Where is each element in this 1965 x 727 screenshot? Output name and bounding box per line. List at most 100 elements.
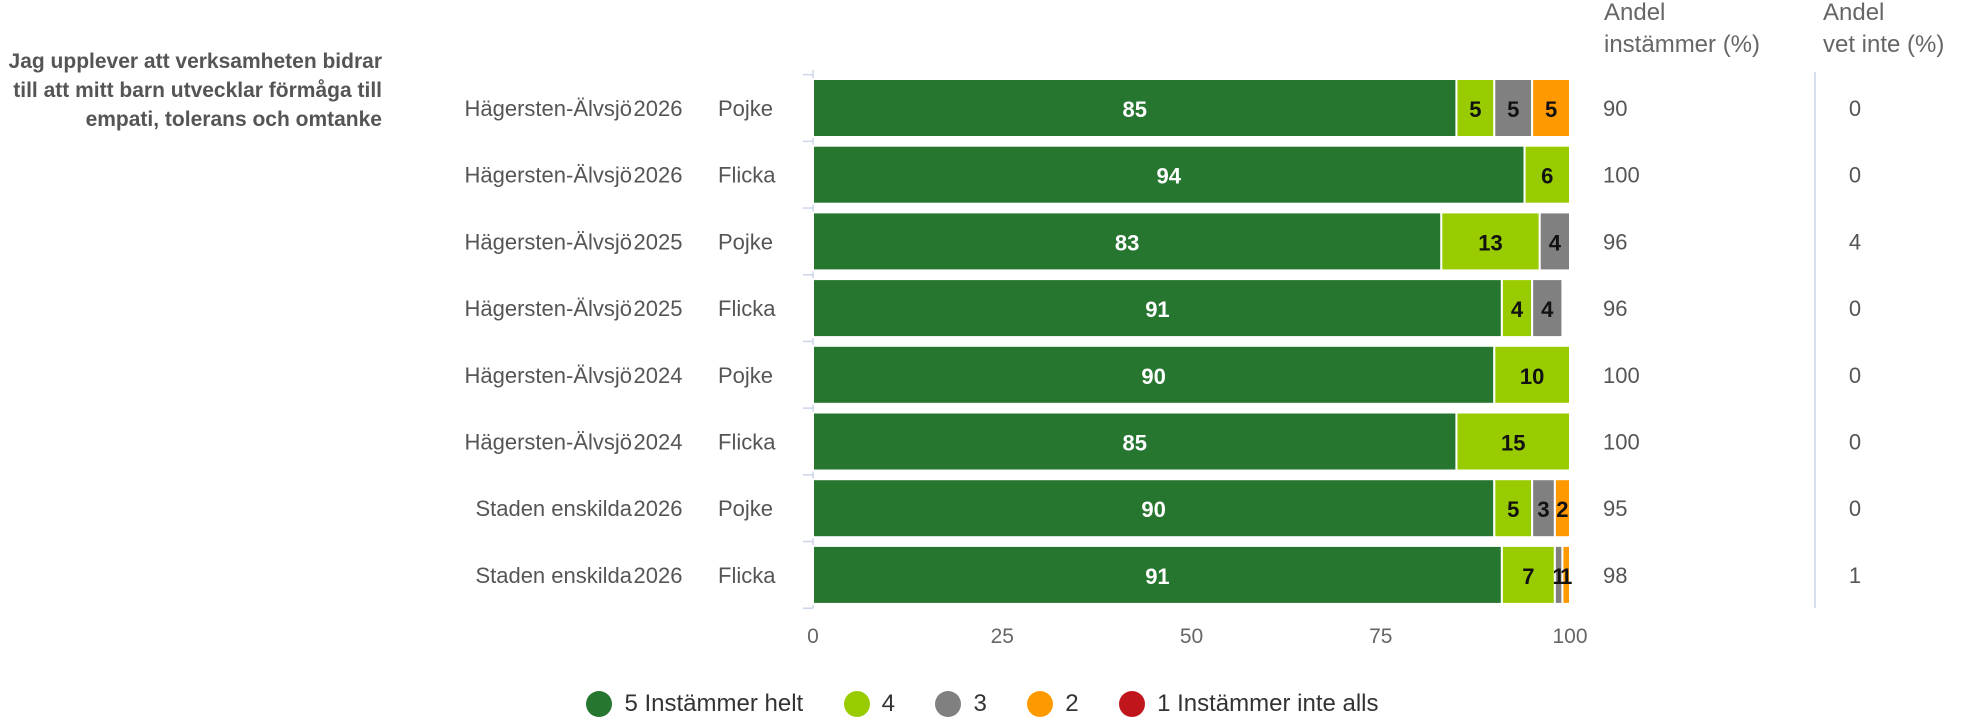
row-label-area: Hägersten-Älvsjö xyxy=(464,96,632,121)
bar-segment xyxy=(812,544,1503,605)
bar-segment xyxy=(812,411,1458,472)
row-label-year: 2026 xyxy=(634,96,683,121)
data-label: 4 xyxy=(1549,230,1562,255)
x-tick-label: 0 xyxy=(807,625,819,648)
data-label: 6 xyxy=(1541,164,1553,189)
bar-segment xyxy=(1531,78,1572,138)
andel-vet-inte-value: 0 xyxy=(1849,363,1861,388)
data-label: 1 xyxy=(1560,564,1572,589)
legend-item-3[interactable]: 3 xyxy=(935,690,987,718)
bar-segment xyxy=(1538,211,1571,272)
bar-segment xyxy=(1500,278,1534,339)
legend-item-1[interactable]: 1 Instämmer inte alls xyxy=(1119,690,1379,718)
x-tick-label: 100 xyxy=(1552,625,1587,648)
legend-item-2[interactable]: 2 xyxy=(1027,690,1079,718)
row-label-area: Staden enskilda xyxy=(475,496,632,521)
andel-vet-inte-value: 0 xyxy=(1849,96,1861,121)
legend-label-1: 1 Instämmer inte alls xyxy=(1157,690,1379,717)
x-tick-label: 50 xyxy=(1180,625,1203,648)
data-label: 4 xyxy=(1511,297,1524,322)
andel-instammer-value: 100 xyxy=(1603,363,1640,388)
row-label-gender: Pojke xyxy=(718,96,773,121)
legend-swatch-5 xyxy=(586,691,613,717)
andel-instammer-value: 96 xyxy=(1603,296,1627,321)
data-label: 2 xyxy=(1556,497,1568,522)
andel-vet-inte-value: 0 xyxy=(1849,163,1861,188)
legend: 5 Instämmer helt 4 3 2 1 Instämmer inte … xyxy=(0,690,1965,722)
legend-swatch-1 xyxy=(1119,691,1146,717)
row-label-gender: Flicka xyxy=(718,296,776,321)
header-andel-instammer-1: Andel xyxy=(1604,0,1665,26)
row-label-year: 2026 xyxy=(634,563,683,588)
data-label: 7 xyxy=(1522,564,1534,589)
row-label-gender: Flicka xyxy=(718,430,776,455)
data-label: 85 xyxy=(1122,431,1146,456)
data-label: 90 xyxy=(1141,364,1165,389)
bar-segment xyxy=(1553,478,1571,539)
bar-segment xyxy=(1531,278,1564,339)
legend-swatch-2 xyxy=(1027,691,1054,717)
header-andel-instammer-2: instämmer (%) xyxy=(1604,31,1760,58)
legend-item-4[interactable]: 4 xyxy=(843,690,896,718)
bar-segment xyxy=(812,211,1443,272)
andel-vet-inte-value: 4 xyxy=(1849,229,1861,254)
legend-item-5[interactable]: 5 Instämmer helt xyxy=(586,690,803,718)
bar-segment xyxy=(812,144,1526,205)
legend-label-3: 3 xyxy=(973,690,987,717)
data-label: 10 xyxy=(1520,364,1544,389)
row-label-year: 2025 xyxy=(634,229,683,254)
andel-instammer-value: 90 xyxy=(1603,96,1627,121)
header-andel-vet-inte-2: vet inte (%) xyxy=(1823,31,1944,58)
row-label-gender: Pojke xyxy=(718,496,773,521)
andel-vet-inte-value: 0 xyxy=(1849,496,1861,521)
bar-segment xyxy=(1440,211,1541,272)
data-label: 5 xyxy=(1507,97,1519,122)
row-label-year: 2024 xyxy=(634,430,683,455)
bar-segment xyxy=(1493,344,1572,405)
data-label: 91 xyxy=(1145,564,1169,589)
bar-segment xyxy=(1493,78,1534,138)
row-label-area: Hägersten-Älvsjö xyxy=(464,363,632,388)
data-label: 3 xyxy=(1537,497,1549,522)
row-label-area: Staden enskilda xyxy=(475,563,632,588)
legend-label-2: 2 xyxy=(1065,690,1079,717)
bar-segment xyxy=(812,78,1458,138)
header-andel-vet-inte-1: Andel xyxy=(1823,0,1884,26)
row-label-year: 2026 xyxy=(634,163,683,188)
andel-vet-inte-value: 0 xyxy=(1849,296,1861,321)
bar-segment xyxy=(1561,544,1572,605)
row-label-year: 2026 xyxy=(634,496,683,521)
row-label-area: Hägersten-Älvsjö xyxy=(464,296,632,321)
bar-segment xyxy=(1523,144,1571,205)
x-tick-label: 25 xyxy=(991,625,1014,648)
bar-segment xyxy=(1500,544,1556,605)
question-title: Jag upplever att verksamheten bidrar til… xyxy=(8,50,382,131)
andel-vet-inte-value: 0 xyxy=(1849,430,1861,455)
row-label-gender: Pojke xyxy=(718,229,773,254)
data-label: 13 xyxy=(1478,230,1502,255)
andel-instammer-value: 100 xyxy=(1603,430,1640,455)
data-label: 5 xyxy=(1545,97,1557,122)
data-label: 90 xyxy=(1141,497,1165,522)
x-tick-label: 75 xyxy=(1369,625,1392,648)
bar-segment xyxy=(1455,411,1571,472)
andel-instammer-value: 100 xyxy=(1603,163,1640,188)
legend-label-4: 4 xyxy=(881,690,896,717)
data-label: 91 xyxy=(1145,297,1169,322)
legend-swatch-3 xyxy=(935,691,962,717)
legend-label-5: 5 Instämmer helt xyxy=(624,690,804,717)
andel-instammer-value: 98 xyxy=(1603,563,1627,588)
row-label-year: 2025 xyxy=(634,296,683,321)
bar-segment xyxy=(1493,478,1534,539)
andel-vet-inte-value: 1 xyxy=(1849,563,1861,588)
row-label-gender: Flicka xyxy=(718,163,776,188)
data-label: 94 xyxy=(1157,164,1182,189)
data-label: 83 xyxy=(1115,230,1139,255)
bar-segment xyxy=(812,344,1496,405)
bar-segment xyxy=(1455,78,1496,138)
bar-segment xyxy=(812,278,1503,339)
row-label-gender: Pojke xyxy=(718,363,773,388)
row-label-area: Hägersten-Älvsjö xyxy=(464,229,632,254)
